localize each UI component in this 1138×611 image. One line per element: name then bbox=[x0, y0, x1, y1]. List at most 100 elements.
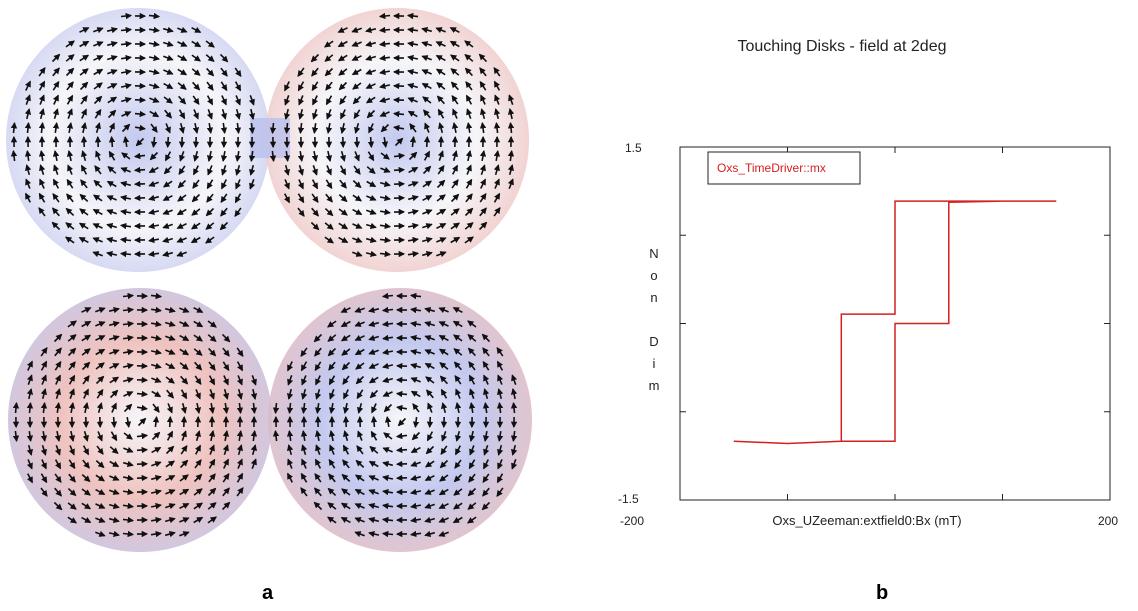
field-arrow bbox=[342, 375, 350, 385]
field-arrow bbox=[166, 403, 173, 414]
field-arrow bbox=[179, 151, 186, 162]
field-arrow bbox=[79, 208, 89, 216]
field-arrow bbox=[40, 388, 47, 400]
field-arrow bbox=[177, 54, 188, 62]
field-arrow bbox=[65, 54, 75, 62]
field-arrow bbox=[68, 473, 76, 483]
field-arrow bbox=[439, 474, 449, 482]
field-arrow bbox=[325, 150, 333, 162]
field-arrow bbox=[381, 530, 394, 538]
field-arrow bbox=[427, 402, 434, 413]
field-arrow bbox=[368, 334, 380, 341]
field-arrow bbox=[150, 488, 162, 496]
field-arrow bbox=[300, 430, 308, 442]
field-arrow bbox=[327, 334, 337, 342]
field-arrow bbox=[354, 306, 365, 313]
field-arrow bbox=[368, 376, 379, 384]
field-arrow bbox=[220, 207, 228, 217]
field-arrow bbox=[425, 445, 435, 455]
field-arrow bbox=[368, 503, 380, 510]
field-arrow bbox=[468, 430, 476, 442]
field-arrow bbox=[220, 81, 228, 92]
field-arrow bbox=[65, 40, 75, 48]
field-arrow bbox=[370, 415, 378, 428]
field-arrow bbox=[424, 349, 435, 356]
field-arrow bbox=[423, 109, 431, 119]
field-arrow bbox=[352, 180, 362, 189]
field-arrow bbox=[339, 165, 347, 176]
field-arrow bbox=[107, 83, 118, 90]
field-arrow bbox=[298, 108, 305, 120]
field-arrow bbox=[106, 237, 118, 244]
field-arrow bbox=[65, 236, 75, 244]
field-arrow bbox=[338, 222, 349, 230]
field-arrow bbox=[164, 151, 172, 162]
field-arrow bbox=[436, 251, 447, 258]
field-arrow bbox=[193, 306, 204, 314]
field-arrow bbox=[150, 348, 162, 356]
field-arrow bbox=[236, 361, 244, 372]
field-arrow bbox=[236, 402, 244, 415]
field-arrow bbox=[164, 123, 171, 134]
field-arrow bbox=[310, 221, 320, 231]
field-arrow bbox=[92, 237, 103, 244]
field-arrow bbox=[179, 474, 189, 482]
field-arrow bbox=[497, 444, 504, 456]
field-arrow bbox=[496, 401, 504, 414]
field-arrow bbox=[40, 401, 48, 414]
field-arrow bbox=[122, 334, 134, 342]
field-arrow bbox=[365, 54, 377, 61]
field-arrow bbox=[508, 94, 515, 105]
field-arrow bbox=[176, 222, 187, 230]
field-arrow bbox=[107, 69, 118, 76]
field-arrow bbox=[436, 237, 447, 244]
field-arrow bbox=[453, 348, 463, 356]
field-arrow bbox=[435, 27, 446, 34]
field-arrow bbox=[469, 445, 476, 456]
field-arrow bbox=[467, 516, 477, 524]
field-arrow bbox=[283, 179, 290, 190]
field-arrow bbox=[324, 208, 334, 217]
field-arrow bbox=[179, 362, 189, 370]
field-arrow bbox=[366, 208, 377, 215]
field-arrow bbox=[150, 362, 162, 369]
field-arrow bbox=[162, 236, 174, 243]
field-arrow bbox=[327, 502, 337, 510]
field-arrow bbox=[381, 320, 394, 328]
field-arrow bbox=[450, 208, 460, 216]
field-arrow bbox=[424, 474, 435, 482]
field-arrow bbox=[120, 181, 132, 188]
field-arrow bbox=[479, 193, 487, 203]
field-arrow bbox=[479, 207, 487, 217]
field-arrow bbox=[192, 122, 200, 134]
field-arrow bbox=[449, 26, 460, 34]
field-arrow bbox=[393, 166, 406, 174]
field-arrow bbox=[206, 150, 214, 162]
field-arrow bbox=[379, 96, 391, 103]
field-arrow bbox=[392, 110, 405, 118]
field-arrow bbox=[300, 347, 308, 357]
chart-title: Touching Disks - field at 2deg bbox=[738, 38, 947, 55]
field-arrow bbox=[67, 516, 77, 524]
field-arrow bbox=[439, 362, 449, 370]
field-arrow bbox=[120, 68, 132, 76]
field-arrow bbox=[351, 54, 362, 61]
field-arrow bbox=[379, 236, 392, 244]
field-arrow bbox=[194, 459, 202, 469]
field-arrow bbox=[493, 178, 500, 189]
field-arrow bbox=[95, 348, 106, 356]
field-arrow bbox=[421, 237, 433, 244]
field-arrow bbox=[162, 208, 173, 215]
field-arrow bbox=[478, 221, 488, 231]
field-arrow bbox=[410, 348, 422, 356]
field-arrow bbox=[38, 121, 46, 134]
field-arrow bbox=[164, 531, 176, 538]
field-arrow bbox=[12, 430, 20, 443]
field-arrow bbox=[40, 360, 48, 371]
field-arrow bbox=[54, 360, 62, 371]
field-arrow bbox=[194, 430, 201, 442]
field-arrow bbox=[221, 165, 228, 176]
field-arrow bbox=[176, 208, 187, 216]
field-arrow bbox=[382, 334, 394, 342]
field-arrow bbox=[440, 388, 448, 399]
